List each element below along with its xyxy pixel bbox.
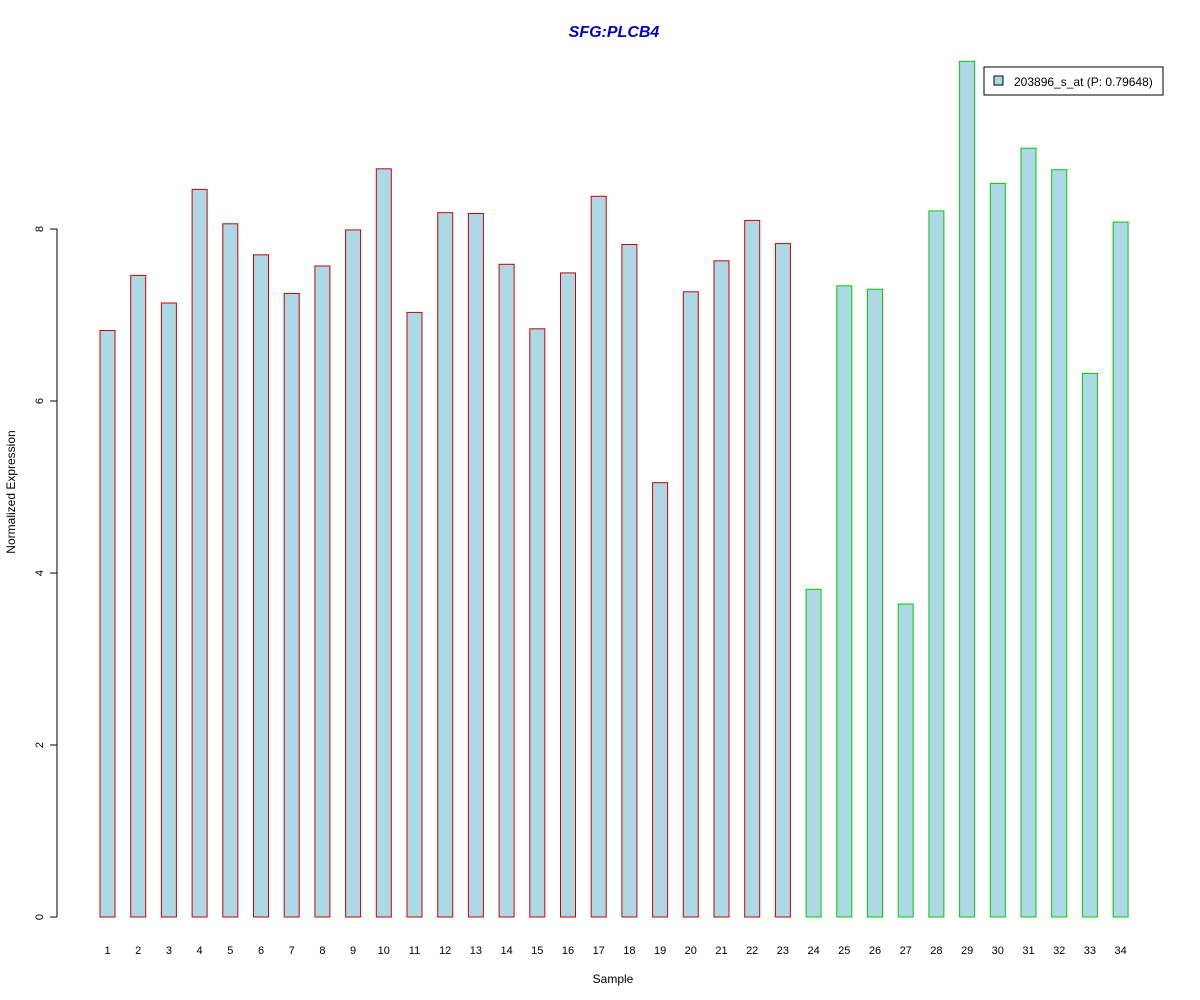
x-tick-label: 7 bbox=[289, 945, 295, 957]
y-tick-label: 8 bbox=[34, 226, 46, 232]
x-tick-label: 25 bbox=[838, 945, 850, 957]
x-tick-label: 32 bbox=[1053, 945, 1065, 957]
bar bbox=[99, 330, 116, 918]
x-tick-label: 34 bbox=[1114, 945, 1126, 957]
bar bbox=[314, 265, 331, 918]
bar bbox=[713, 260, 730, 918]
bar bbox=[283, 293, 300, 918]
bar bbox=[560, 272, 576, 918]
bar bbox=[621, 244, 638, 918]
x-tick-label: 1 bbox=[104, 945, 110, 957]
x-tick-labels: 1 2 3 4 5 6 7 8 9 10 11 12 13 14 15 16 17 18 19 20 21 22 23 24 2… bbox=[104, 945, 1126, 957]
bar bbox=[437, 212, 454, 918]
x-tick-label: 26 bbox=[869, 945, 881, 957]
x-tick-label: 27 bbox=[900, 945, 912, 957]
bar bbox=[989, 182, 1006, 918]
bar bbox=[191, 188, 208, 918]
bar bbox=[682, 291, 699, 918]
x-tick-label: 30 bbox=[992, 945, 1004, 957]
bar bbox=[1081, 373, 1098, 918]
y-axis-label: Normalized Expression bbox=[4, 430, 18, 553]
chart-title: SFG:PLCB4 bbox=[569, 24, 660, 41]
legend-swatch bbox=[993, 75, 1004, 86]
bar bbox=[897, 603, 914, 918]
bar bbox=[928, 210, 945, 918]
bar bbox=[1112, 221, 1129, 918]
bar bbox=[345, 229, 362, 918]
x-tick-label: 18 bbox=[623, 945, 635, 957]
x-tick-label: 2 bbox=[135, 945, 141, 957]
bar bbox=[959, 60, 976, 918]
x-tick-label: 3 bbox=[166, 945, 172, 957]
x-tick-label: 19 bbox=[654, 945, 666, 957]
bar bbox=[836, 285, 853, 918]
bar bbox=[590, 195, 607, 918]
bar bbox=[467, 213, 484, 918]
x-tick-label: 17 bbox=[593, 945, 605, 957]
bar bbox=[222, 223, 239, 918]
x-tick-label: 12 bbox=[439, 945, 451, 957]
x-tick-label: 22 bbox=[746, 945, 758, 957]
x-tick-label: 8 bbox=[319, 945, 325, 957]
bars bbox=[99, 60, 1129, 918]
x-axis-label: Sample bbox=[593, 972, 634, 986]
x-tick-label: 16 bbox=[562, 945, 574, 957]
bar bbox=[406, 311, 423, 918]
legend-box bbox=[983, 66, 1164, 96]
x-tick-label: 23 bbox=[777, 945, 789, 957]
bar bbox=[652, 482, 669, 918]
x-tick-label: 29 bbox=[961, 945, 973, 957]
bar bbox=[498, 263, 515, 918]
x-tick-label: 20 bbox=[685, 945, 697, 957]
bar bbox=[867, 288, 883, 918]
y-tick-label: 6 bbox=[34, 398, 46, 404]
y-axis: 0 2 4 6 8 bbox=[34, 226, 58, 920]
bar bbox=[160, 302, 177, 918]
x-tick-label: 21 bbox=[715, 945, 727, 957]
bar bbox=[375, 168, 392, 918]
x-tick-label: 10 bbox=[378, 945, 390, 957]
y-tick-label: 0 bbox=[34, 914, 46, 920]
x-tick-label: 33 bbox=[1084, 945, 1096, 957]
bar bbox=[1051, 169, 1068, 918]
legend: 203896_s_at (P: 0.79648) bbox=[983, 66, 1164, 96]
x-tick-label: 9 bbox=[350, 945, 356, 957]
x-tick-label: 15 bbox=[531, 945, 543, 957]
bar bbox=[744, 219, 761, 918]
bar bbox=[805, 588, 822, 918]
bar bbox=[130, 274, 147, 918]
x-tick-label: 5 bbox=[227, 945, 233, 957]
bar bbox=[1020, 147, 1037, 918]
bar bbox=[774, 243, 791, 918]
x-tick-label: 11 bbox=[409, 945, 420, 957]
x-tick-label: 14 bbox=[500, 945, 512, 957]
y-tick-label: 4 bbox=[34, 570, 46, 576]
x-tick-label: 6 bbox=[258, 945, 264, 957]
bar bbox=[253, 254, 269, 918]
x-tick-label: 31 bbox=[1022, 945, 1034, 957]
bar bbox=[529, 328, 546, 918]
x-tick-label: 4 bbox=[197, 945, 203, 957]
legend-entry: 203896_s_at (P: 0.79648) bbox=[1014, 75, 1153, 89]
y-tick-label: 2 bbox=[34, 742, 46, 748]
x-tick-label: 28 bbox=[930, 945, 942, 957]
x-tick-label: 13 bbox=[470, 945, 482, 957]
x-tick-label: 24 bbox=[807, 945, 819, 957]
